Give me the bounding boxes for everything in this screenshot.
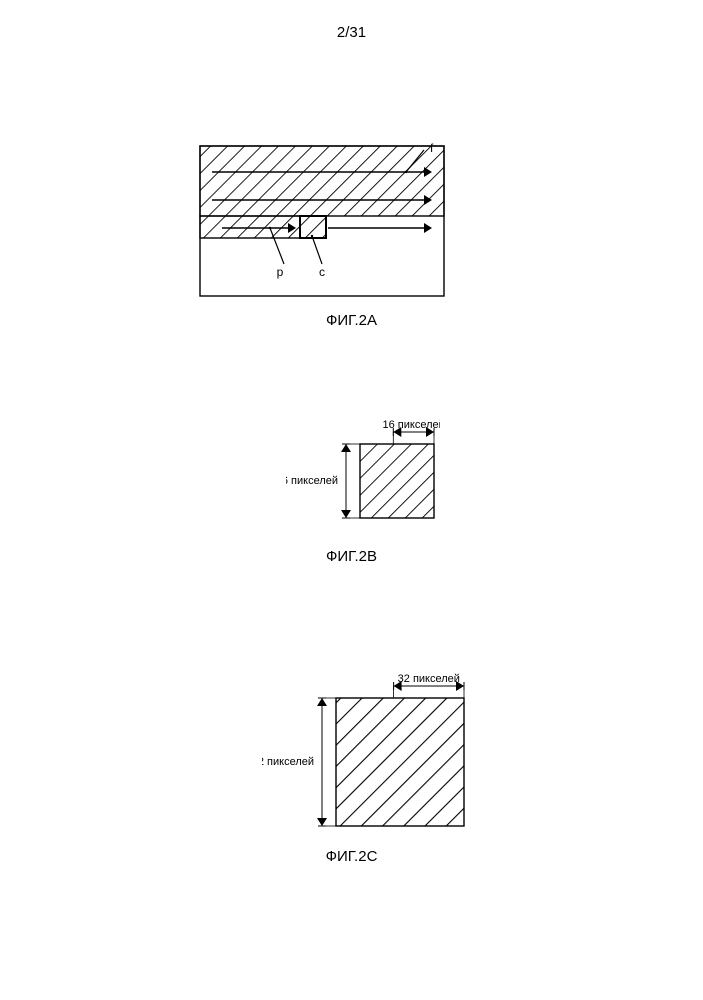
width-label: 16 пикселей xyxy=(383,419,440,431)
label-p: p xyxy=(277,265,284,279)
page: 2/31 f p c ФИГ.2A xyxy=(0,0,703,1000)
square-svg: 32 пикселей 32 пикселей xyxy=(262,670,470,832)
current-block xyxy=(300,216,326,238)
fig2a-svg: f p c xyxy=(192,130,472,326)
height-label: 16 пикселей xyxy=(286,475,338,487)
figure-2b: 16 пикселей 16 пикселей xyxy=(286,416,440,524)
processed-row-left xyxy=(200,216,300,238)
figure-2a: f p c xyxy=(192,130,472,326)
caption-2b: ФИГ.2B xyxy=(0,548,703,565)
height-label: 32 пикселей xyxy=(262,756,314,768)
width-label: 32 пикселей xyxy=(398,673,460,685)
caption-2a: ФИГ.2A xyxy=(0,312,703,329)
page-number: 2/31 xyxy=(0,24,703,41)
processed-area xyxy=(200,146,444,216)
label-c: c xyxy=(319,265,325,279)
hatched-square xyxy=(360,444,434,518)
figure-2c: 32 пикселей 32 пикселей xyxy=(262,670,470,832)
caption-2c: ФИГ.2C xyxy=(0,848,703,865)
square-svg: 16 пикселей 16 пикселей xyxy=(286,416,440,524)
hatched-square xyxy=(336,698,464,826)
